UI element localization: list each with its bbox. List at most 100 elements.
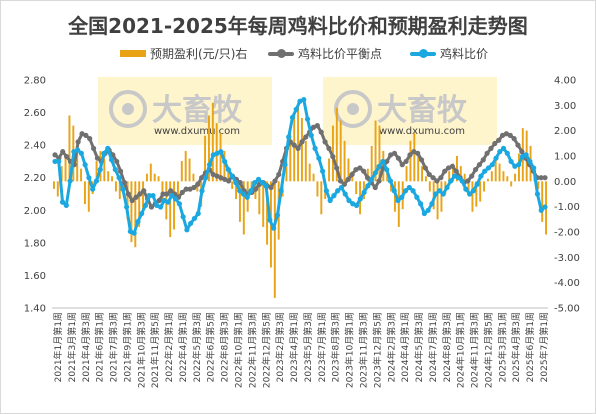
right-axis-tick-label: -1.00 [554,202,580,213]
profit-bar [297,102,300,182]
profit-bar [103,158,106,182]
ratio-point [312,145,318,151]
legend-label-breakeven: 鸡料比价平衡点 [298,47,383,61]
breakeven-point [318,129,324,135]
profit-bar [486,178,489,182]
profit-bar [266,181,269,245]
x-axis-tick-label: 2021年7月第3周 [108,312,120,382]
x-axis-tick-label: 2022年10月第1周 [233,312,245,388]
breakeven-point [357,165,363,171]
x-axis-tick-label: 2024年2月第3周 [385,312,397,382]
ratio-point [399,194,405,200]
profit-bar [483,181,486,192]
breakeven-point [407,152,413,158]
breakeven-point [272,178,278,184]
ratio-point [191,215,198,222]
x-axis-tick-label: 2023年8月第3周 [330,312,342,382]
watermark-text: 大畜牧 [377,93,468,128]
breakeven-point [133,194,139,200]
profit-bar [378,125,381,182]
profit-bar [227,168,230,182]
x-axis-tick-label: 2022年2月第1周 [163,312,175,382]
chart-title: 全国2021-2025年每周鸡料比价和预期盈利走势图 [68,14,528,38]
profit-bar [312,173,315,182]
breakeven-point [492,140,498,147]
breakeven-point [156,197,162,204]
profit-bar [118,181,121,200]
breakeven-point [268,184,274,191]
breakeven-point [60,149,66,155]
ratio-point [259,180,265,186]
right-axis-tick-label: 3.00 [554,101,576,112]
x-axis-tick-label: 2025年7月第1周 [538,312,550,382]
profit-bar [142,181,145,212]
watermark-logo-dot [122,103,134,115]
ratio-point [406,184,412,191]
breakeven-point [403,158,409,165]
ratio-point [542,204,548,210]
ratio-point [116,175,122,181]
ratio-point [402,188,409,194]
breakeven-point [226,178,232,184]
ratio-point [320,168,326,174]
breakeven-point [418,157,425,163]
ratio-point [150,193,156,199]
ratio-point [467,191,473,197]
x-axis-tick-label: 2022年12月第5周 [260,312,272,388]
ratio-point [263,183,269,189]
profit-bar [405,166,408,182]
ratio-point [195,210,201,217]
breakeven-point [384,158,390,165]
x-axis-tick-label: 2022年6月第5周 [205,312,217,382]
x-axis-tick-label: 2023年7月第1周 [316,312,328,382]
breakeven-point [314,123,320,129]
right-axis-tick-label: -3.00 [554,253,580,264]
right-axis-tick-label: -5.00 [554,304,580,315]
profit-bar [366,168,369,182]
x-axis-tick-label: 2021年4月第3周 [80,312,92,382]
profit-bar [517,153,520,182]
profit-bar [459,166,462,182]
watermark-url: www.dxumu.com [379,126,465,137]
profit-bar [347,158,350,182]
breakeven-point [399,162,405,168]
ratio-point [86,175,92,181]
breakeven-point [476,162,483,168]
left-axis-tick-label: 2.20 [24,173,46,184]
x-axis-tick-label: 2024年5月第3周 [413,312,425,382]
ratio-point [218,149,224,155]
breakeven-point [337,178,344,184]
ratio-point [199,188,205,194]
legend-label-ratio: 鸡料比价 [440,47,489,61]
profit-bar [455,156,458,182]
profit-bar [153,173,156,182]
profit-bar [510,181,513,187]
right-axis-tick-label: 2.00 [554,126,576,137]
ratio-point [478,173,484,179]
profit-bar [498,163,501,182]
left-axis-tick-label: 2.40 [24,141,46,152]
ratio-point [124,204,130,210]
breakeven-point [349,171,355,178]
ratio-point [516,162,522,168]
ratio-point [139,210,145,217]
ratio-point [301,96,307,103]
breakeven-point [179,189,185,195]
ratio-point [97,166,103,173]
ratio-point [304,116,311,122]
legend-item-breakeven: 鸡料比价平衡点 [268,45,382,62]
ratio-point [173,196,179,202]
breakeven-point [330,153,336,160]
profit-bar [479,181,482,202]
breakeven-point [117,168,124,174]
breakeven-point [295,145,301,151]
ratio-point [135,219,141,225]
profit-bar [204,135,207,182]
x-axis-tick-label: 2021年3月第1周 [66,312,78,382]
profit-bar [76,150,79,182]
profit-bar [428,181,431,192]
x-axis-tick-label: 2023年4月第1周 [288,312,300,382]
ratio-point [448,178,454,184]
ratio-point [274,212,280,218]
